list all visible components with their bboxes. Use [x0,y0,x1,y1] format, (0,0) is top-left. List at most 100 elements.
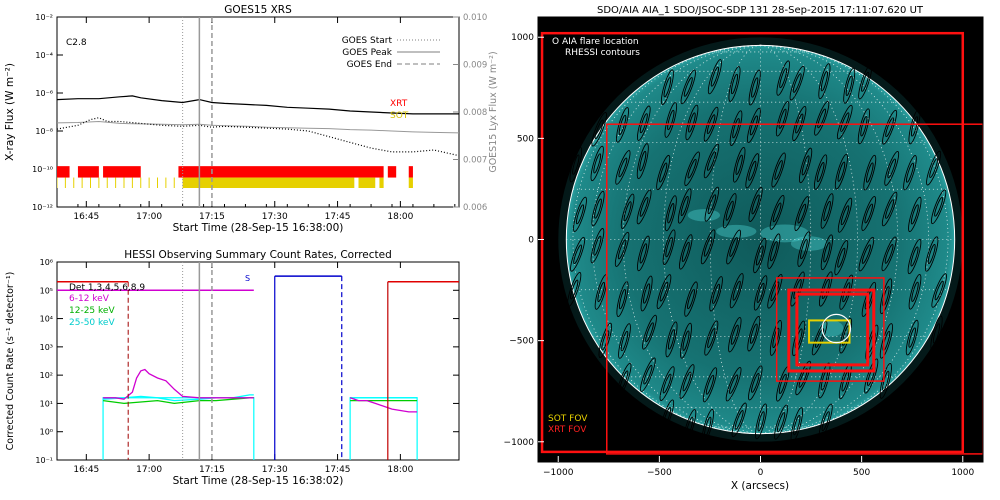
rhessi-contour-inner [707,194,717,215]
rhessi-contour-outer [882,109,898,145]
aia-ytick-label: −500 [509,337,534,347]
rhessi-contour-inner [665,237,673,258]
rhessi-contour [924,236,939,272]
rhessi-contour-outer [863,154,877,191]
hessi-plot-frame [56,261,460,461]
rhessi-contour-inner [751,372,760,393]
rhessi-contour-inner [707,328,716,349]
rhessi-contour [701,408,715,445]
rhessi-contour-inner [934,280,944,301]
rhessi-contour [662,229,676,265]
rhessi-contour-outer [591,190,605,227]
hessi-xtick-label: 17:15 [199,465,225,475]
hessi-ytick-label: 10¹ [40,399,53,408]
rhessi-contour-outer [748,69,761,106]
rhessi-contour-outer [879,363,892,399]
rhessi-contour-outer [618,323,631,359]
rhessi-contour-outer [703,143,720,179]
rhessi-contour-outer [861,281,877,317]
rhessi-contour-outer [930,315,943,352]
rhessi-contour [729,273,744,309]
hessi-xtick-label: 17:45 [325,465,351,475]
rhessi-contour [591,112,607,147]
rhessi-contour [748,365,763,401]
rhessi-contour-inner [842,325,850,346]
rhessi-contour-outer [682,409,697,445]
rhessi-contour-inner [639,197,649,217]
rhessi-contour-outer [924,236,939,272]
rhessi-contour [797,231,811,267]
rhessi-contour-inner [748,160,757,181]
rhessi-contour [679,234,693,270]
goes-ylabel: X-ray Flux (W m⁻²) [4,63,16,161]
rhessi-contour-inner [597,281,605,303]
rhessi-contour [818,63,831,100]
rhessi-contour-outer [775,101,790,137]
rhessi-contour [930,189,947,225]
rhessi-contour-inner [687,289,695,310]
rhessi-contour [656,274,672,310]
rhessi-contour [573,196,587,232]
rhessi-contour [640,275,653,312]
rhessi-contour-outer [881,191,898,227]
rhessi-contour-outer [753,237,767,274]
rhessi-contour [863,154,877,191]
rhessi-contour-outer [731,402,747,438]
goes-xtick-label: 17:30 [262,212,288,222]
hessi-series-line [103,397,254,405]
aia-xtick-label: −500 [647,468,672,478]
rhessi-contour [836,104,853,140]
hessi-legend-25-50: 25-50 keV [69,318,115,328]
rhessi-contour-outer [907,238,922,275]
rhessi-contour-inner [705,374,715,395]
rhessi-contour-outer [769,194,785,230]
rhessi-contour [659,399,675,435]
xrt-fov-large-1 [540,31,965,454]
rhessi-contour-outer [659,366,675,401]
rhessi-contour-outer [680,322,692,359]
rhessi-contour-inner [756,282,765,303]
solar-longitude-line [709,44,761,435]
rhessi-contour [813,154,828,190]
rhessi-contour-inner [777,412,786,433]
rhessi-contour-inner [619,370,629,391]
rhessi-contour-inner [712,283,720,304]
rhessi-contour [745,153,760,189]
goes-ylabel-right: GOES15 Lyx Flux (W m⁻²) [488,51,499,172]
rhessi-contour-inner [732,118,740,139]
rhessi-contour [843,67,856,104]
rhessi-contour-outer [747,315,761,352]
rhessi-contour-inner [772,202,782,223]
hessi-xtick-label: 17:00 [136,465,162,475]
rhessi-contour-outer [908,273,922,310]
sot-coverage-bar [379,177,384,188]
rhessi-contour-inner [911,281,919,302]
rhessi-contour-inner [735,154,743,175]
rhessi-contour [569,146,583,183]
rhessi-contour-inner [885,117,894,138]
rhessi-contour-outer [709,276,723,312]
rhessi-contour-inner [927,243,936,265]
rhessi-contour [820,234,834,271]
rhessi-contour [908,196,922,233]
rhessi-contour [700,229,716,265]
solar-longitude-line [760,44,812,435]
rhessi-contour-inner [772,327,780,349]
rhessi-contour-outer [615,150,631,185]
rhessi-contour-outer [792,320,806,357]
rhessi-contour-outer [677,188,692,224]
rhessi-contour-outer [753,275,768,311]
aia-flare-location-circle [821,313,852,344]
rhessi-contour [707,59,722,95]
rhessi-contour-inner [798,368,808,388]
active-region-glow [716,224,757,238]
rhessi-contour-inner [570,279,579,300]
rhessi-contour [684,281,698,317]
rhessi-contour [656,154,671,191]
rhessi-contour-outer [659,399,675,435]
rhessi-contour-outer [790,407,804,443]
goes-xtick-label: 16:45 [73,212,99,222]
rhessi-contour-outer [665,321,678,358]
rhessi-contour-outer [755,403,768,440]
rhessi-contour-inner [576,204,584,225]
